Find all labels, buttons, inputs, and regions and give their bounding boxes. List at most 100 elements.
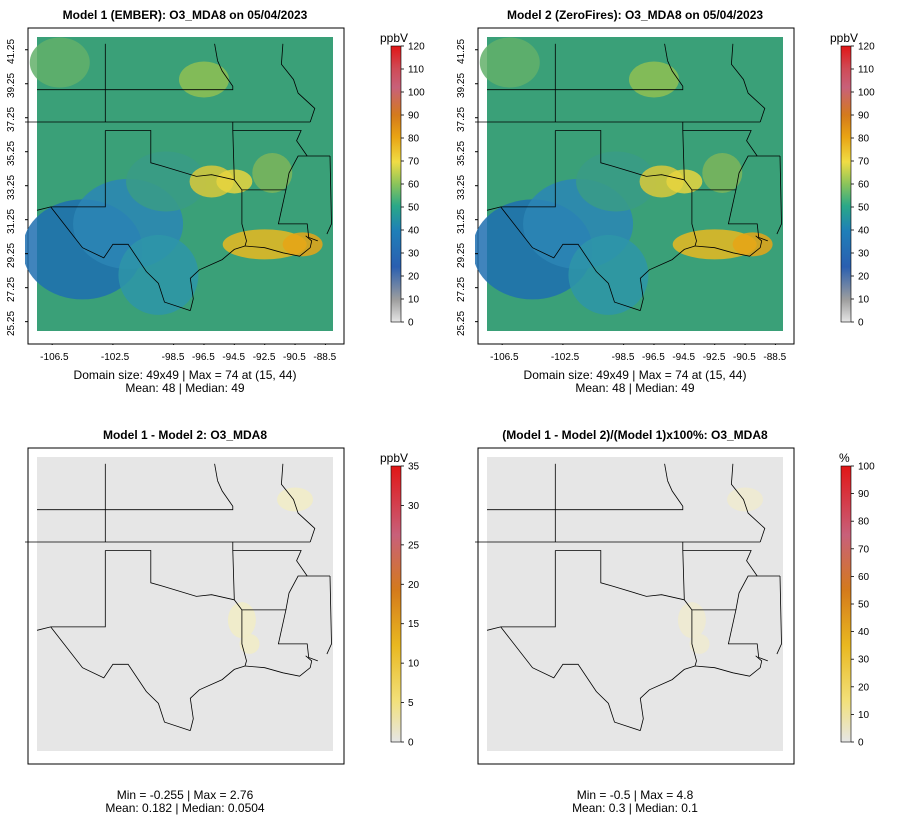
x-tick-label: -88.5: [763, 352, 787, 363]
colorbar-unit: ppbV: [830, 31, 859, 45]
colorbar-tick-label: 100: [408, 88, 425, 99]
colorbar-tick-label: 80: [858, 517, 870, 528]
x-tick-label: -106.5: [490, 352, 519, 363]
y-tick-label: 35.25: [6, 140, 17, 166]
colorbar-tick-label: 15: [408, 619, 420, 630]
colorbar-tick-label: 80: [408, 134, 420, 145]
colorbar-tick-label: 20: [408, 272, 420, 283]
colorbar-tick-label: 40: [858, 627, 870, 638]
x-tick-label: -106.5: [40, 352, 69, 363]
colorbar-tick-label: 60: [858, 572, 870, 583]
colorbar-tick-label: 50: [858, 203, 870, 214]
colorbar-tick-label: 10: [858, 710, 870, 721]
colorbar-tick-label: 0: [858, 738, 864, 749]
map-plot: [25, 27, 345, 345]
x-tick-label: -88.5: [313, 352, 337, 363]
colorbar-tick-label: 25: [408, 540, 420, 551]
y-tick-label: 39.25: [6, 72, 17, 98]
colorbar-unit: %: [839, 451, 850, 465]
y-tick-label: 41.25: [6, 38, 17, 64]
panel-title: (Model 1 - Model 2)/(Model 1)x100%: O3_M…: [502, 428, 768, 442]
colorbar-tick-label: 60: [408, 180, 420, 191]
y-tick-label: 27.25: [456, 276, 467, 302]
colorbar-tick-label: 120: [408, 42, 425, 53]
y-tick-label: 33.25: [456, 174, 467, 200]
colorbar-tick-label: 30: [408, 249, 420, 260]
stats-line-2: Mean: 48 | Median: 49: [575, 381, 695, 395]
stats-line-2: Mean: 0.182 | Median: 0.0504: [105, 801, 265, 815]
x-tick-label: -96.5: [641, 352, 665, 363]
y-tick-label: 29.25: [6, 242, 17, 268]
model2-map-panel: Model 2 (ZeroFires): O3_MDA8 on 05/04/20…: [450, 0, 900, 420]
map-plot: [475, 27, 795, 345]
colorbar-tick-label: 0: [408, 738, 414, 749]
colorbar-tick-label: 60: [858, 180, 870, 191]
colorbar-tick-label: 10: [408, 659, 420, 670]
x-tick-label: -102.5: [550, 352, 580, 363]
colorbar-tick-label: 0: [408, 318, 414, 329]
colorbar-unit: ppbV: [380, 451, 409, 465]
colorbar-tick-label: 20: [858, 272, 870, 283]
colorbar-tick-label: 20: [408, 580, 420, 591]
stats-line-1: Min = -0.5 | Max = 4.8: [576, 788, 694, 802]
colorbar-tick-label: 50: [858, 600, 870, 611]
colorbar-tick-label: 10: [408, 295, 420, 306]
colorbar-tick-label: 110: [408, 65, 424, 76]
y-tick-label: 33.25: [6, 174, 17, 200]
colorbar-tick-label: 120: [858, 42, 875, 53]
colorbar-tick-label: 40: [858, 226, 870, 237]
x-tick-label: -92.5: [702, 352, 726, 363]
panel-title: Model 1 (EMBER): O3_MDA8 on 05/04/2023: [62, 8, 308, 22]
colorbar-tick-label: 10: [858, 295, 870, 306]
colorbar-tick-label: 30: [408, 501, 420, 512]
colorbar-tick-label: 35: [408, 462, 420, 473]
x-tick-label: -94.5: [672, 352, 696, 363]
colorbar-tick-label: 30: [858, 655, 870, 666]
y-tick-label: 37.25: [6, 106, 17, 132]
x-tick-label: -102.5: [100, 352, 130, 363]
colorbar-tick-label: 90: [408, 111, 420, 122]
colorbar-tick-label: 40: [408, 226, 420, 237]
stats-line-1: Min = -0.255 | Max = 2.76: [116, 788, 254, 802]
percent-difference-map-panel: (Model 1 - Model 2)/(Model 1)x100%: O3_M…: [450, 420, 900, 840]
colorbar-tick-label: 100: [858, 88, 875, 99]
x-tick-label: -90.5: [733, 352, 756, 363]
x-tick-label: -90.5: [283, 352, 306, 363]
colorbar-tick-label: 70: [408, 157, 420, 168]
panel-title: Model 2 (ZeroFires): O3_MDA8 on 05/04/20…: [506, 8, 764, 22]
x-tick-label: -98.5: [611, 352, 635, 363]
y-tick-label: 35.25: [456, 140, 467, 166]
colorbar-tick-label: 100: [858, 462, 875, 473]
map-plot: [475, 447, 795, 765]
y-tick-label: 41.25: [456, 38, 467, 64]
colorbar-tick-label: 80: [858, 134, 870, 145]
colorbar-tick-label: 70: [858, 157, 870, 168]
stats-line-1: Domain size: 49x49 | Max = 74 at (15, 44…: [523, 368, 747, 382]
x-tick-label: -92.5: [252, 352, 276, 363]
stats-line-2: Mean: 0.3 | Median: 0.1: [572, 801, 698, 815]
stats-line-1: Domain size: 49x49 | Max = 74 at (15, 44…: [73, 368, 297, 382]
y-tick-label: 29.25: [456, 242, 467, 268]
colorbar-tick-label: 90: [858, 489, 870, 500]
stats-line-2: Mean: 48 | Median: 49: [125, 381, 245, 395]
colorbar: 35 30 25 20 15 10 5 0: [390, 462, 420, 749]
colorbar-tick-label: 5: [408, 698, 414, 709]
x-tick-label: -96.5: [191, 352, 215, 363]
y-tick-label: 25.25: [456, 310, 467, 336]
colorbar-tick-label: 90: [858, 111, 870, 122]
colorbar-tick-label: 20: [858, 682, 870, 693]
colorbar-tick-label: 0: [858, 318, 864, 329]
difference-map-panel: Model 1 - Model 2: O3_MDA8 Min = -0.255 …: [0, 420, 450, 840]
map-plot: [25, 447, 345, 765]
y-tick-label: 39.25: [456, 72, 467, 98]
y-tick-label: 31.25: [456, 208, 467, 234]
y-tick-label: 27.25: [6, 276, 17, 302]
model1-map-panel: Model 1 (EMBER): O3_MDA8 on 05/04/2023 D…: [0, 0, 450, 420]
panel-title: Model 1 - Model 2: O3_MDA8: [102, 428, 268, 442]
x-tick-label: -94.5: [222, 352, 246, 363]
y-tick-label: 37.25: [456, 106, 467, 132]
colorbar-tick-label: 110: [858, 65, 874, 76]
colorbar-tick-label: 30: [858, 249, 870, 260]
